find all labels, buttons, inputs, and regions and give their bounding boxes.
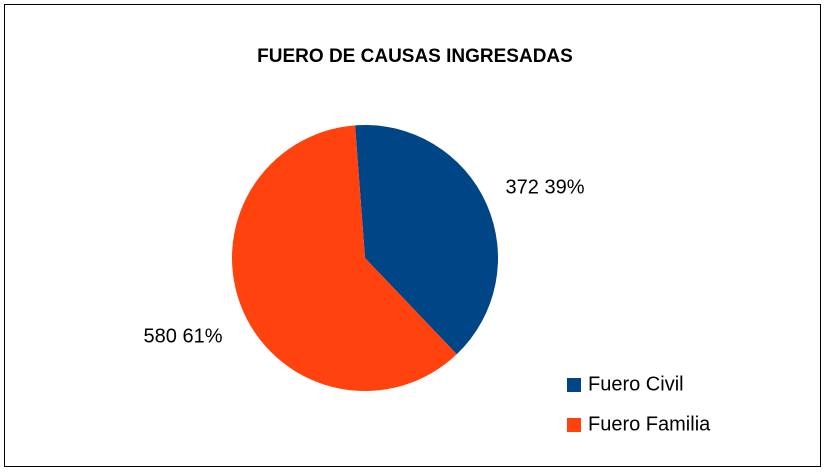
data-label: 580 61% [144, 325, 223, 347]
data-label: 372 39% [506, 176, 585, 198]
legend-label: Fuero Civil [588, 373, 684, 395]
pie-slice [355, 125, 498, 355]
legend-swatch [567, 378, 581, 392]
chart-title: FUERO DE CAUSAS INGRESADAS [257, 46, 573, 67]
pie-slice [232, 125, 457, 391]
legend-label: Fuero Familia [588, 413, 711, 435]
legend-swatch [567, 418, 581, 432]
